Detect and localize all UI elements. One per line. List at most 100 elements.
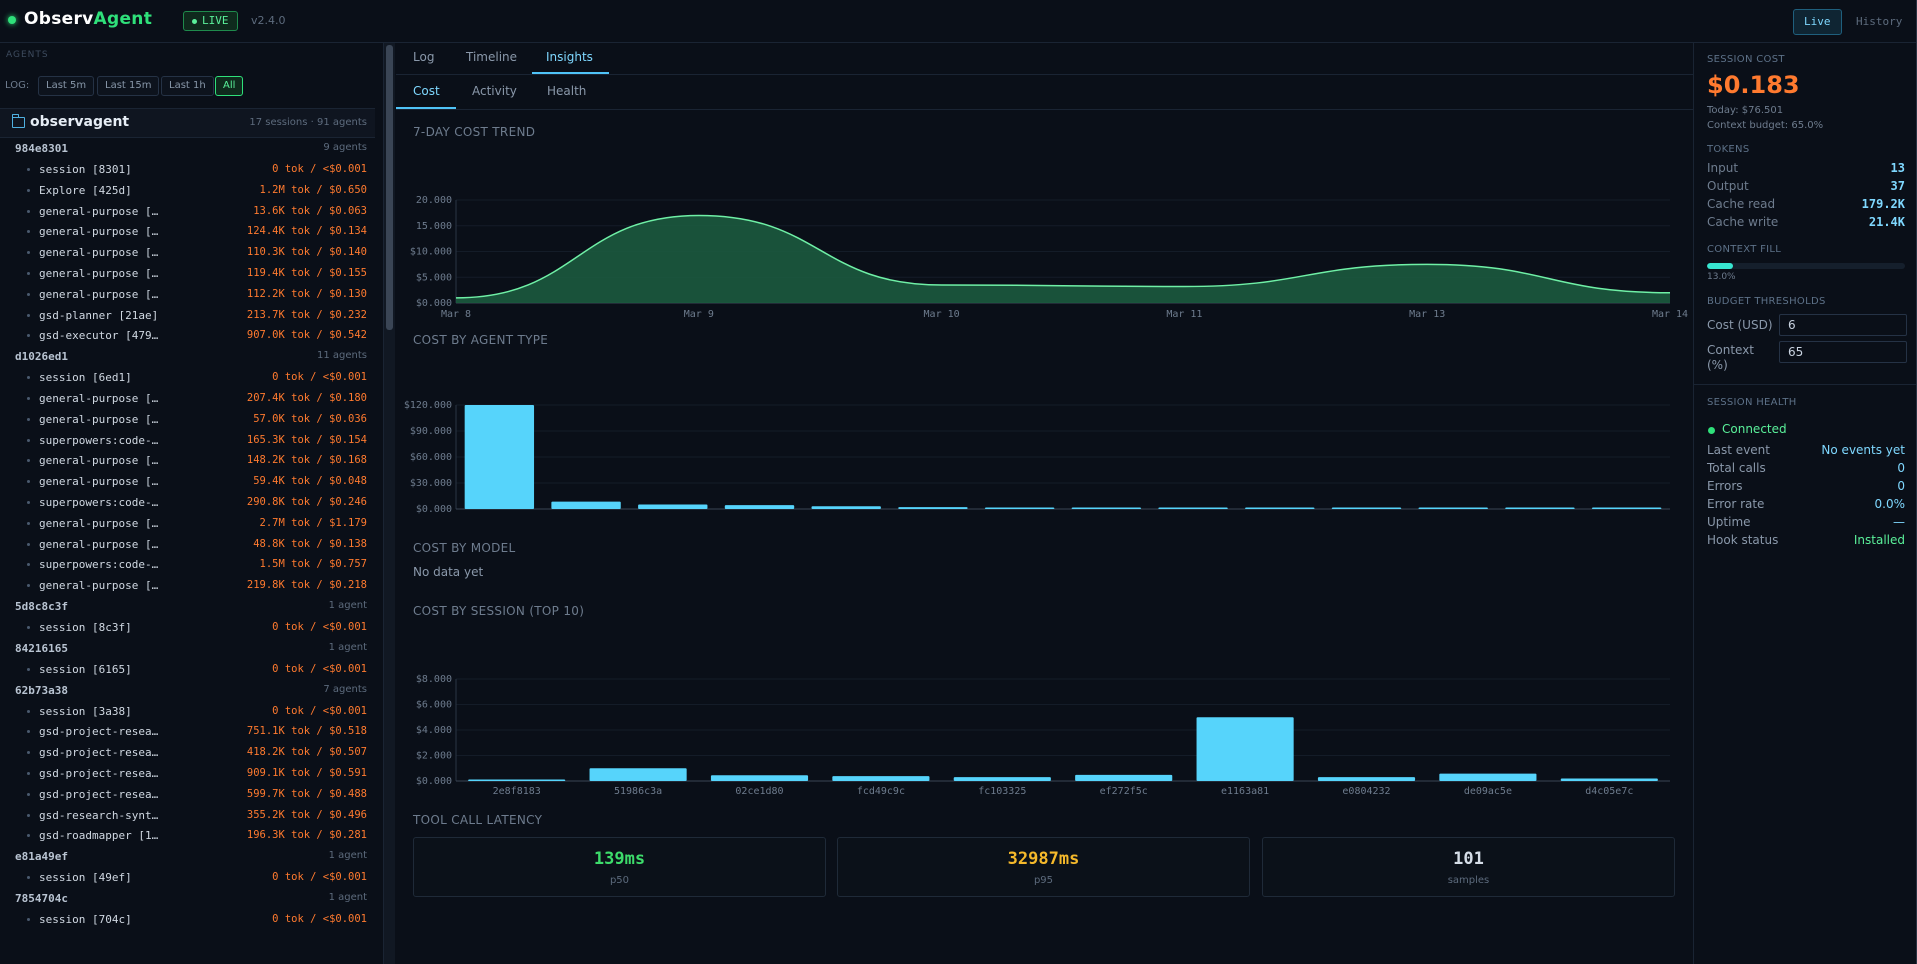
agent-row[interactable]: gsd-planner [21ae] 213.7K tok / $0.232	[0, 305, 375, 326]
bullet-icon	[27, 168, 30, 171]
token-row-cache-read: Cache read 179.2K	[1707, 197, 1905, 213]
agent-row[interactable]: general-purpose [… 112.2K tok / $0.130	[0, 284, 375, 305]
agent-row[interactable]: general-purpose [… 207.4K tok / $0.180	[0, 388, 375, 409]
token-label: Cache write	[1707, 215, 1779, 229]
agent-stats: 110.3K tok / $0.140	[246, 246, 367, 259]
agent-row[interactable]: gsd-project-resea… 418.2K tok / $0.507	[0, 742, 375, 763]
session-group-header[interactable]: 5d8c8c3f 1 agent	[0, 596, 375, 617]
agent-name: general-purpose […	[39, 537, 159, 551]
agent-stats: 119.4K tok / $0.155	[246, 266, 367, 279]
agent-row[interactable]: gsd-project-resea… 751.1K tok / $0.518	[0, 721, 375, 742]
agent-stats: 196.3K tok / $0.281	[246, 829, 367, 842]
bullet-icon	[27, 230, 30, 234]
agent-row[interactable]: session [6ed1] 0 tok / <$0.001	[0, 367, 375, 388]
context-fill-heading: CONTEXT FILL	[1707, 244, 1782, 255]
filter-all[interactable]: All	[215, 76, 244, 96]
agent-row[interactable]: gsd-roadmapper [1… 196.3K tok / $0.281	[0, 825, 375, 846]
session-group-header[interactable]: 984e8301 9 agents	[0, 138, 375, 159]
agent-stats: 219.8K tok / $0.218	[246, 579, 367, 592]
bar	[468, 779, 566, 781]
agent-row[interactable]: superpowers:code-… 290.8K tok / $0.246	[0, 492, 375, 513]
history-mode-button[interactable]: History	[1856, 15, 1903, 28]
agent-stats: 909.1K tok / $0.591	[246, 766, 367, 779]
agent-row[interactable]: general-purpose [… 13.6K tok / $0.063	[0, 201, 375, 222]
agent-row[interactable]: general-purpose [… 57.0K tok / $0.036	[0, 409, 375, 430]
bullet-icon	[27, 271, 30, 275]
bar	[1158, 507, 1228, 509]
latency-p50-value: 139ms	[593, 849, 646, 869]
y-tick-label: $120.000	[404, 400, 452, 411]
bar	[1418, 507, 1488, 509]
agent-stats: 165.3K tok / $0.154	[246, 433, 367, 446]
agent-row[interactable]: gsd-research-synt… 355.2K tok / $0.496	[0, 805, 375, 826]
x-tick-label: ef272f5c	[1100, 786, 1148, 797]
agent-row[interactable]: general-purpose [… 48.8K tok / $0.138	[0, 534, 375, 555]
agent-name: general-purpose […	[39, 225, 159, 239]
x-tick-label: Mar 10	[924, 309, 960, 320]
sidebar-scrollbar[interactable]	[384, 43, 395, 964]
agent-name: general-purpose […	[39, 579, 159, 593]
subtab-cost-underline	[396, 107, 456, 109]
live-mode-button[interactable]: Live	[1793, 9, 1842, 35]
agent-row[interactable]: general-purpose [… 219.8K tok / $0.218	[0, 575, 375, 596]
filter-last-15m[interactable]: Last 15m	[97, 76, 160, 96]
bar	[710, 775, 809, 781]
live-dot-icon	[192, 18, 197, 24]
agents-sidebar: AGENTS LOG: Last 5m Last 15m Last 1h All…	[0, 43, 384, 964]
subtab-activity[interactable]: Activity	[472, 84, 517, 98]
bar	[1439, 773, 1537, 781]
agent-row[interactable]: gsd-project-resea… 909.1K tok / $0.591	[0, 763, 375, 784]
bullet-icon	[27, 417, 30, 421]
budget-cost-input[interactable]	[1779, 314, 1907, 336]
session-group-header[interactable]: 84216165 1 agent	[0, 638, 375, 659]
session-panel: SESSION COST $0.183 Today: $76.501 Conte…	[1693, 43, 1917, 964]
agent-name: gsd-executor [479…	[39, 329, 159, 343]
tab-insights[interactable]: Insights	[546, 50, 593, 64]
session-group-header[interactable]: e81a49ef 1 agent	[0, 846, 375, 867]
agent-row[interactable]: general-purpose [… 124.4K tok / $0.134	[0, 221, 375, 242]
agent-row[interactable]: session [8301] 0 tok / <$0.001	[0, 159, 375, 180]
agent-row[interactable]: gsd-executor [479… 907.0K tok / $0.542	[0, 325, 375, 346]
agent-row[interactable]: session [6165] 0 tok / <$0.001	[0, 659, 375, 680]
bar	[1505, 507, 1575, 509]
agent-row[interactable]: general-purpose [… 148.2K tok / $0.168	[0, 450, 375, 471]
agent-row[interactable]: general-purpose [… 119.4K tok / $0.155	[0, 263, 375, 284]
agent-name: general-purpose […	[39, 391, 159, 405]
tab-log[interactable]: Log	[413, 50, 435, 64]
tab-timeline[interactable]: Timeline	[466, 50, 518, 64]
project-meta: 17 sessions · 91 agents	[249, 117, 367, 128]
agent-row[interactable]: gsd-project-resea… 599.7K tok / $0.488	[0, 784, 375, 805]
agent-row[interactable]: superpowers:code-… 1.5M tok / $0.757	[0, 554, 375, 575]
y-tick-label: $0.000	[416, 776, 452, 787]
agent-row[interactable]: session [49ef] 0 tok / <$0.001	[0, 867, 375, 888]
agent-row[interactable]: general-purpose [… 110.3K tok / $0.140	[0, 242, 375, 263]
agent-name: gsd-project-resea…	[39, 746, 159, 760]
bar	[1071, 507, 1142, 509]
agent-row[interactable]: session [704c] 0 tok / <$0.001	[0, 909, 375, 930]
x-tick-label: Mar 13	[1409, 309, 1445, 320]
filter-last-1h[interactable]: Last 1h	[161, 76, 214, 96]
agent-row[interactable]: session [3a38] 0 tok / <$0.001	[0, 701, 375, 722]
project-header[interactable]: observagent 17 sessions · 91 agents	[0, 108, 375, 138]
agent-row[interactable]: session [8c3f] 0 tok / <$0.001	[0, 617, 375, 638]
session-group-header[interactable]: 7854704c 1 agent	[0, 888, 375, 909]
health-value: No events yet	[1821, 443, 1905, 457]
agent-name: gsd-roadmapper [1…	[39, 829, 159, 843]
agent-row[interactable]: superpowers:code-… 165.3K tok / $0.154	[0, 430, 375, 451]
agent-stats: 0 tok / <$0.001	[272, 163, 367, 175]
subtab-cost[interactable]: Cost	[413, 84, 440, 98]
budget-context-input[interactable]	[1779, 341, 1907, 363]
y-tick-label: $0.000	[416, 504, 452, 515]
filter-last-5m[interactable]: Last 5m	[38, 76, 95, 96]
scrollbar-thumb[interactable]	[386, 45, 393, 330]
y-tick-label: $30.000	[410, 478, 452, 489]
subtab-health[interactable]: Health	[547, 84, 587, 98]
agent-row[interactable]: general-purpose [… 59.4K tok / $0.048	[0, 471, 375, 492]
session-group-header[interactable]: d1026ed1 11 agents	[0, 346, 375, 367]
agent-row[interactable]: general-purpose [… 2.7M tok / $1.179	[0, 513, 375, 534]
agent-row[interactable]: Explore [425d] 1.2M tok / $0.650	[0, 180, 375, 201]
section-title-cost-by-model: COST BY MODEL	[413, 541, 516, 555]
agent-stats: 124.4K tok / $0.134	[246, 225, 367, 238]
session-group-header[interactable]: 62b73a38 7 agents	[0, 680, 375, 701]
